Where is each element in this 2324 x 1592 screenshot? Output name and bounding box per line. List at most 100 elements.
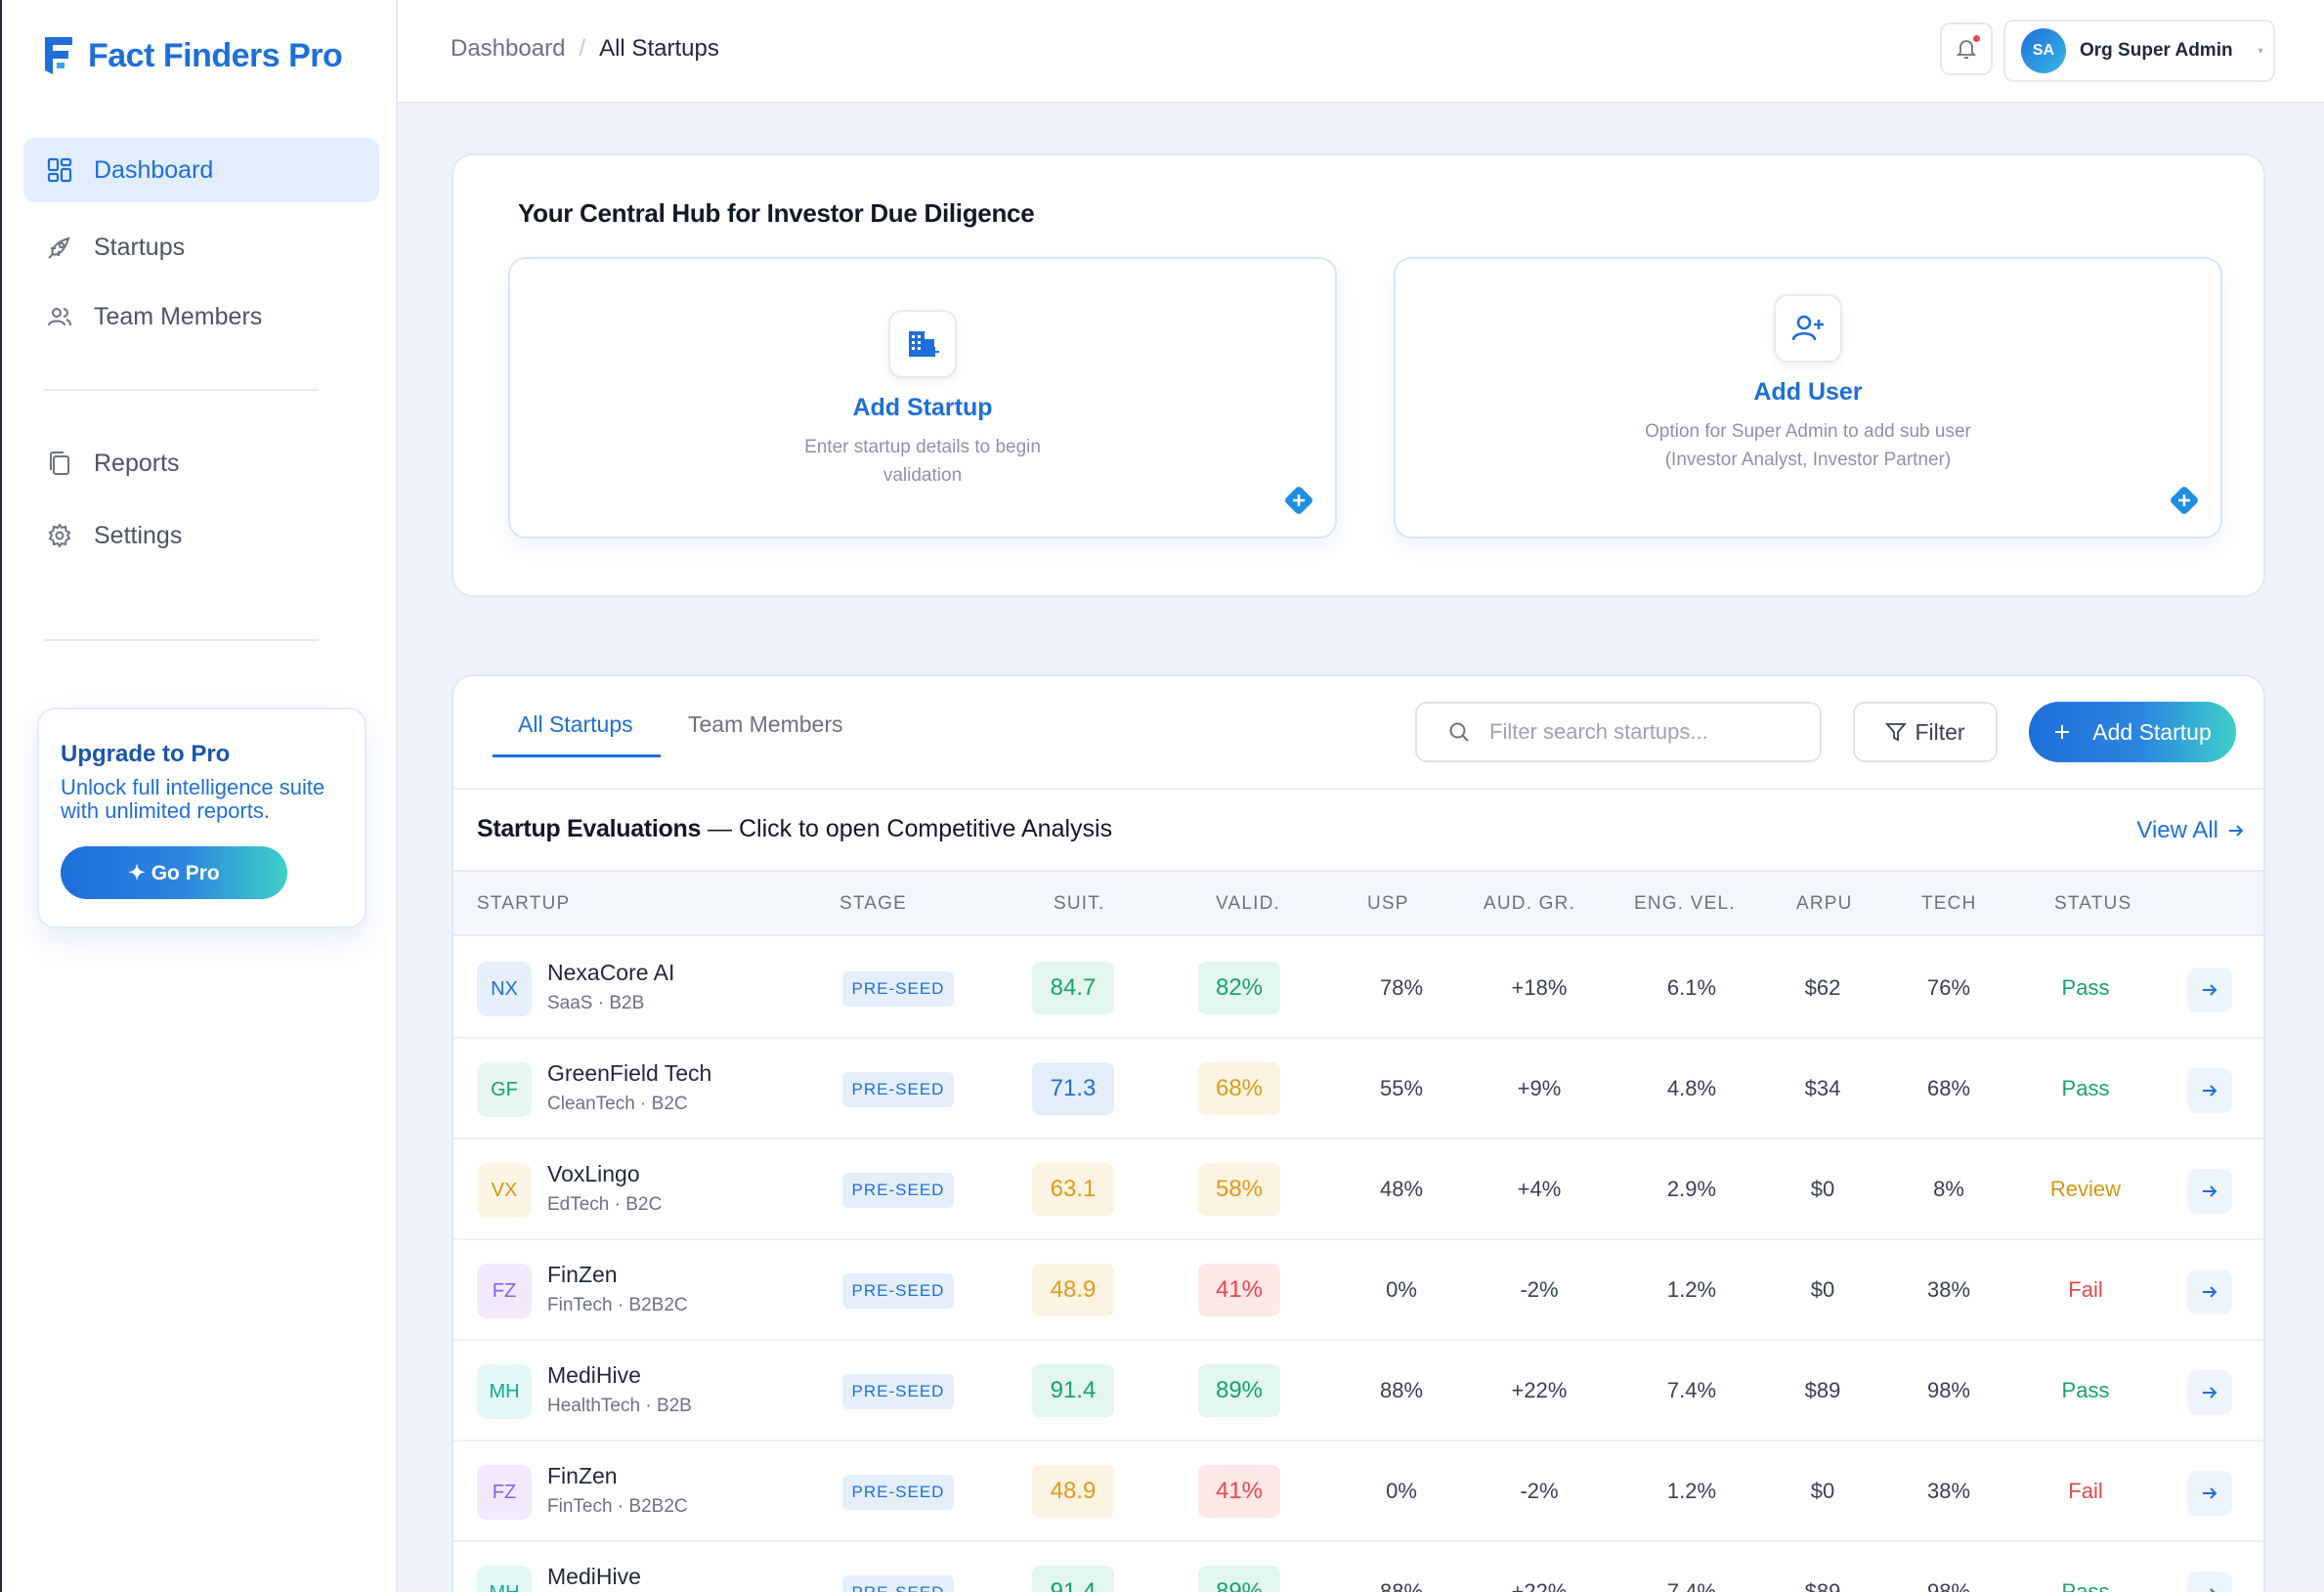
arpu-value: $89 [1804,1378,1841,1402]
sidebar-item-dashboard[interactable]: Dashboard [23,138,379,202]
status-badge: Pass [2061,1076,2110,1100]
active-tab-underline [493,754,661,757]
sidebar-item-startups[interactable]: Startups [23,215,379,280]
audience-growth-value: +22% [1511,1579,1568,1592]
add-startup-card[interactable]: Add Startup Enter startup details to beg… [508,257,1337,538]
add-user-title: Add User [1753,378,1863,406]
engagement-velocity-value: 7.4% [1666,1378,1717,1402]
column-header-arpu[interactable]: ARPU [1796,893,1853,914]
tab-team-members[interactable]: Team Members [688,711,843,737]
usp-value: 88% [1379,1378,1424,1402]
column-header-suit[interactable]: SUIT. [1054,893,1105,914]
sidebar-item-reports[interactable]: Reports [23,431,379,495]
search-input[interactable] [1489,719,1802,745]
sidebar-item-label: Team Members [94,302,263,330]
stage-badge: PRE-SEED [842,1072,954,1107]
top-header: Dashboard / All Startups SA Org Super Ad… [398,0,2324,104]
usp-value: 55% [1379,1076,1424,1100]
open-analysis-button[interactable] [2187,1571,2232,1592]
table-row[interactable]: NX NexaCore AI SaaS · B2B PRE-SEED 84.7 82% 78… [453,938,2263,1039]
startup-name[interactable]: MediHive [547,1362,641,1388]
add-user-card[interactable]: Add User Option for Super Admin to add s… [1394,257,2222,538]
filter-button[interactable]: Filter [1853,702,1998,762]
startup-name[interactable]: VoxLingo [547,1161,640,1186]
sidebar-item-label: Reports [94,449,180,477]
upgrade-text: Unlock full intelligence suite with unli… [61,775,325,823]
suitability-score: 91.4 [1032,1566,1114,1592]
open-analysis-button[interactable] [2187,1269,2232,1314]
table-row[interactable]: GF GreenField Tech CleanTech · B2C PRE-SEED… [453,1039,2263,1140]
sidebar-item-settings[interactable]: Settings [23,503,379,568]
startup-initials-badge: MH [477,1566,532,1592]
view-all-link[interactable]: View All [2136,817,2246,844]
app-logo[interactable]: Fact Finders Pro [41,35,343,76]
column-header-valid[interactable]: VALID. [1216,893,1280,914]
column-header-startup[interactable]: STARTUP [477,893,571,914]
tech-value: 8% [1933,1177,1964,1201]
suitability-score: 48.9 [1032,1264,1114,1316]
usp-value: 78% [1379,975,1424,1000]
rocket-icon [47,235,72,260]
sidebar-item-label: Dashboard [94,155,214,184]
startup-name[interactable]: FinZen [547,1262,618,1287]
logo-icon [45,37,72,74]
arrow-right-icon [2203,1085,2217,1097]
table-row[interactable]: FZ FinZen FinTech · B2B2C PRE-SEED 48.9 41% 0%… [453,1240,2263,1341]
user-menu[interactable]: SA Org Super Admin ▾ [2003,20,2275,82]
tabs-divider [453,788,2263,790]
arrow-right-icon [2229,825,2244,837]
notifications-button[interactable] [1940,22,1993,75]
search-box[interactable] [1415,702,1822,762]
open-analysis-button[interactable] [2187,1471,2232,1516]
usp-value: 0% [1386,1277,1417,1302]
add-diamond-icon[interactable] [2168,484,2201,517]
breadcrumb-dashboard[interactable]: Dashboard [451,35,566,62]
stage-badge: PRE-SEED [842,1273,954,1309]
open-analysis-button[interactable] [2187,1068,2232,1113]
startup-name[interactable]: NexaCore AI [547,960,675,985]
add-startup-button[interactable]: Add Startup [2029,702,2236,762]
sidebar-item-team-members[interactable]: Team Members [23,284,379,349]
column-header-eng-vel[interactable]: ENG. VEL. [1634,893,1736,914]
tab-all-startups[interactable]: All Startups [518,711,633,737]
open-analysis-button[interactable] [2187,968,2232,1012]
column-header-usp[interactable]: USP [1367,893,1409,914]
column-header-tech[interactable]: TECH [1921,893,1977,914]
startup-category: SaaS · B2B [547,993,645,1013]
validation-score: 58% [1198,1163,1280,1216]
open-analysis-button[interactable] [2187,1370,2232,1415]
open-analysis-button[interactable] [2187,1169,2232,1214]
view-all-label: View All [2136,817,2218,843]
arrow-right-icon [2210,1588,2216,1592]
tech-value: 38% [1926,1277,1971,1302]
table-row[interactable]: VX VoxLingo EdTech · B2C PRE-SEED 63.1 58% 48%… [453,1140,2263,1240]
startup-initials-badge: GF [477,1062,532,1117]
startup-category: FinTech · B2B2C [547,1295,688,1315]
table-row[interactable]: FZ FinZen FinTech · B2B2C PRE-SEED 48.9 41% 0%… [453,1441,2263,1542]
table-header: STARTUP STAGE SUIT. VALID. USP AUD. GR. … [453,870,2263,936]
startup-name[interactable]: FinZen [547,1463,618,1488]
suitability-score: 91.4 [1032,1364,1114,1417]
startup-category: CleanTech · B2C [547,1094,688,1114]
sidebar-divider [43,639,319,641]
plus-icon [2055,725,2070,739]
status-badge: Pass [2061,1579,2110,1592]
add-diamond-icon[interactable] [1282,484,1315,517]
column-header-status[interactable]: STATUS [2054,893,2132,914]
arrow-right-icon [2203,1185,2217,1197]
startup-name[interactable]: GreenField Tech [547,1060,712,1086]
engagement-velocity-value: 4.8% [1666,1076,1717,1100]
go-pro-button[interactable]: ✦ Go Pro [61,846,287,899]
add-user-icon [1774,294,1842,363]
column-header-aud-gr[interactable]: AUD. GR. [1484,893,1576,914]
startup-name[interactable]: MediHive [547,1564,641,1589]
engagement-velocity-value: 1.2% [1666,1277,1717,1302]
column-header-stage[interactable]: STAGE [839,893,907,914]
hub-title: Your Central Hub for Investor Due Dilige… [518,198,1035,228]
engagement-velocity-value: 7.4% [1666,1579,1717,1592]
filter-label: Filter [1915,718,1965,745]
tech-value: 38% [1926,1479,1971,1503]
usp-value: 88% [1379,1579,1424,1592]
